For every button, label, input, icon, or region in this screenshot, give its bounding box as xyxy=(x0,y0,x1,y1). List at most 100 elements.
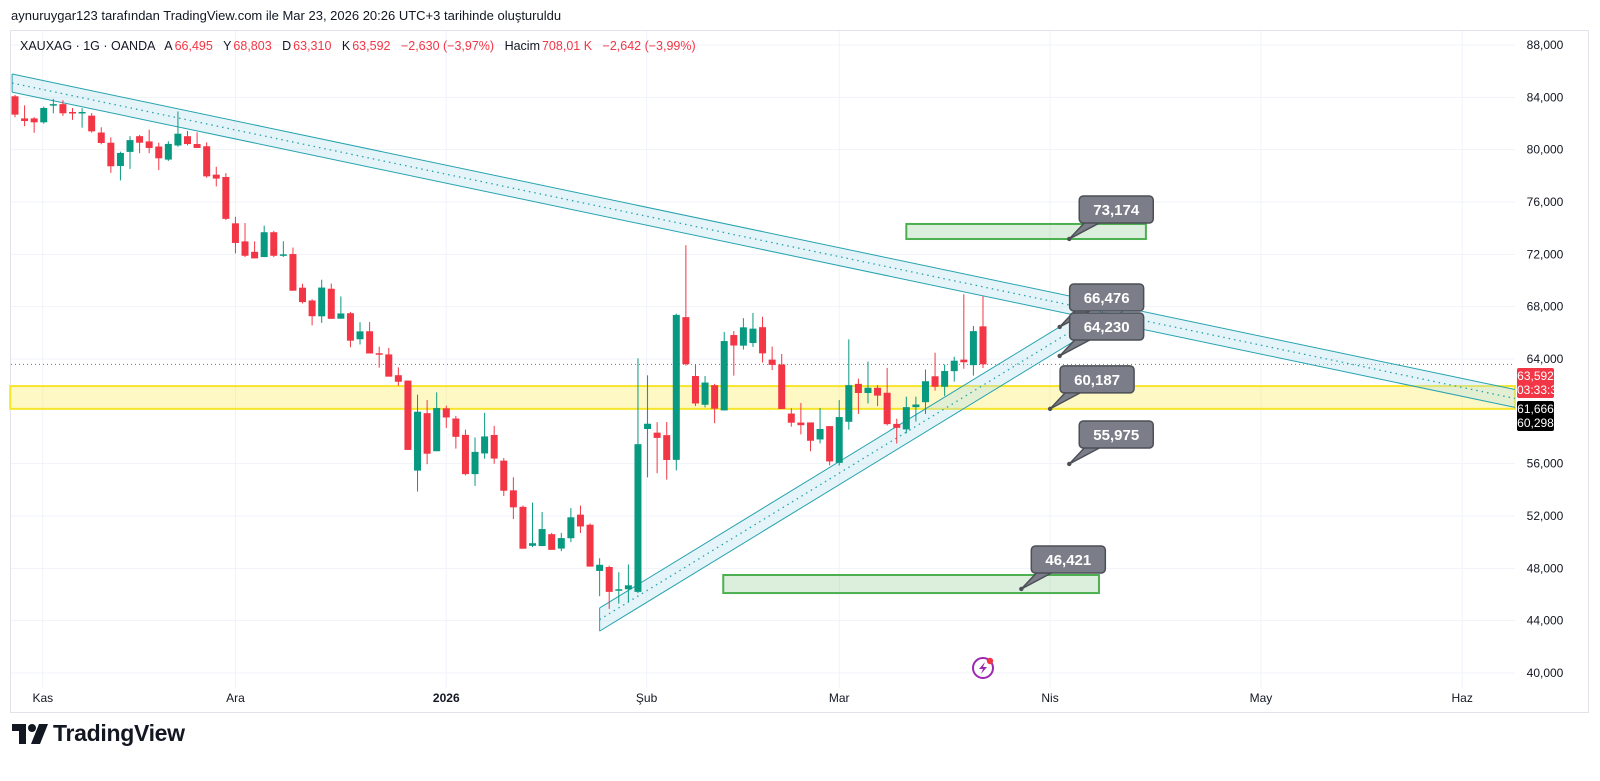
candle-body xyxy=(260,232,268,258)
channel-lower-value: 60,298 xyxy=(1517,416,1554,430)
candle xyxy=(663,422,671,480)
candle xyxy=(404,380,412,450)
callout-label: 66,476 xyxy=(1084,290,1130,307)
candle xyxy=(116,151,124,181)
candle xyxy=(624,564,632,603)
candle-body xyxy=(212,174,220,179)
candle xyxy=(644,375,652,478)
callout-anchor-dot xyxy=(1047,406,1053,412)
change-value: −2,630 (−3,97%) xyxy=(400,39,495,53)
candle xyxy=(902,396,910,434)
candle-body xyxy=(672,314,680,460)
candle-body xyxy=(826,426,834,462)
candle xyxy=(749,312,757,347)
candle xyxy=(30,117,38,133)
candle xyxy=(375,346,383,368)
volume-value: 708,01 K xyxy=(541,39,593,53)
candle xyxy=(500,458,508,496)
candle xyxy=(557,532,565,552)
y-tick-label: 76,000 xyxy=(1527,195,1564,209)
candle-body xyxy=(452,418,460,437)
candle xyxy=(260,225,268,258)
y-tick-label: 72,000 xyxy=(1527,247,1564,261)
candle xyxy=(107,137,115,173)
candle-body xyxy=(404,380,412,450)
low-key: D xyxy=(282,39,292,53)
candle-body xyxy=(327,288,335,319)
y-tick-label: 56,000 xyxy=(1527,457,1564,471)
candle xyxy=(11,94,19,118)
alert-lightning-icon[interactable] xyxy=(972,657,994,679)
candle xyxy=(691,364,699,407)
candle-body xyxy=(59,104,67,114)
candle xyxy=(174,111,182,147)
candle-body xyxy=(548,534,556,550)
symbol-label[interactable]: XAUXAG · 1G · OANDA xyxy=(20,39,156,53)
candle xyxy=(797,402,805,435)
callouts: 73,174 66,476 64,230 60,187 55,975 46,421 xyxy=(1019,195,1154,592)
candle-body xyxy=(49,104,57,106)
candle xyxy=(845,339,853,430)
candle xyxy=(461,429,469,476)
candle-body xyxy=(624,585,632,590)
candle-body xyxy=(11,96,19,115)
candle-body xyxy=(136,136,144,143)
candle xyxy=(40,106,48,124)
candle-body xyxy=(193,144,201,148)
ascending-channel-upper-line xyxy=(599,286,1126,609)
candle xyxy=(759,316,767,363)
high-key: Y xyxy=(223,39,232,53)
candle xyxy=(164,141,172,161)
candle xyxy=(778,354,786,409)
ascending-channel-fill xyxy=(599,287,1125,632)
candle xyxy=(49,98,57,114)
candle-body xyxy=(730,335,738,346)
tradingview-logo-text: TradingView xyxy=(53,720,185,746)
candle-body xyxy=(874,387,882,396)
candle-body xyxy=(308,300,316,317)
candle-body xyxy=(69,111,77,114)
candle-body xyxy=(279,254,287,256)
candle xyxy=(59,100,67,116)
chart-frame xyxy=(10,30,1589,713)
candle-body xyxy=(88,115,96,132)
candle-body xyxy=(184,136,192,145)
candle-body xyxy=(164,143,172,160)
candle xyxy=(346,311,354,348)
x-tick-label: May xyxy=(1250,691,1273,705)
candle-body xyxy=(529,543,537,546)
candle-body xyxy=(787,413,795,423)
tradingview-logo[interactable]: TradingView xyxy=(12,720,185,747)
candle-body xyxy=(21,118,29,122)
candle-body xyxy=(663,435,671,460)
candle xyxy=(21,105,29,127)
candle xyxy=(576,505,584,533)
candle xyxy=(385,347,393,377)
candle-body xyxy=(318,287,326,317)
candle-body xyxy=(509,490,517,508)
x-tick-label: Mar xyxy=(829,691,850,705)
candle xyxy=(327,283,335,319)
candle-body xyxy=(883,392,891,425)
candle-body xyxy=(97,132,105,143)
candle xyxy=(203,142,211,178)
candle xyxy=(816,408,824,444)
candle xyxy=(519,505,527,549)
candle-body xyxy=(557,538,565,549)
callout-label: 64,230 xyxy=(1084,319,1130,336)
candle-body xyxy=(749,328,757,344)
candle-body xyxy=(902,407,910,430)
candle xyxy=(414,394,422,492)
x-tick-label: 2026 xyxy=(433,691,460,705)
candle-body xyxy=(921,381,929,403)
candle-body xyxy=(414,411,422,471)
candle xyxy=(979,296,987,369)
y-tick-label: 88,000 xyxy=(1527,38,1564,52)
green-target-zone xyxy=(905,222,1147,241)
candle xyxy=(126,136,134,169)
candle xyxy=(184,130,192,146)
candle-body xyxy=(912,404,920,408)
candle xyxy=(931,352,939,391)
candle xyxy=(538,512,546,547)
